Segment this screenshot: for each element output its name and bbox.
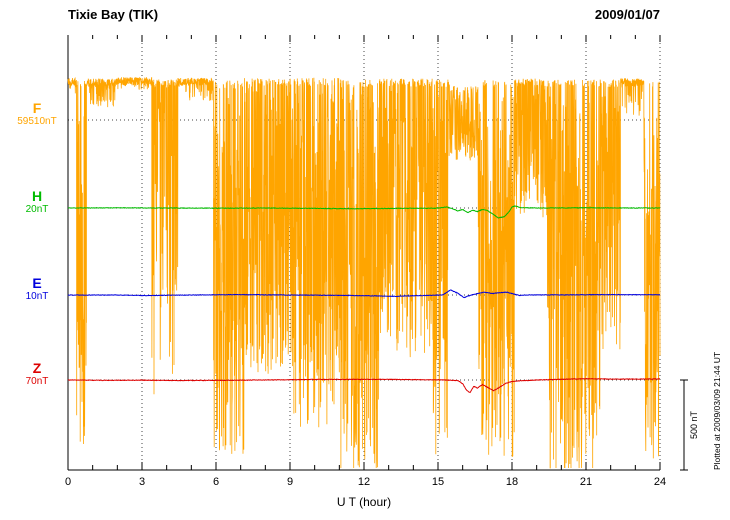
scale-bar-label: 500 nT <box>689 410 699 439</box>
x-tick-label: 18 <box>506 476 518 488</box>
x-axis-label: U T (hour) <box>336 495 392 509</box>
x-tick-label: 12 <box>358 476 370 488</box>
series-label-F: F 59510nT <box>6 100 68 128</box>
series-label-H: H 20nT <box>6 188 68 216</box>
series-letter: F <box>32 100 42 116</box>
series-label-Z: Z 70nT <box>6 360 68 388</box>
x-tick-label: 15 <box>432 476 444 488</box>
series-letter: Z <box>32 360 42 376</box>
x-tick-label: 24 <box>654 476 666 488</box>
series-letter: E <box>32 275 42 291</box>
series-label-E: E 10nT <box>6 275 68 303</box>
series-letter: H <box>31 188 43 204</box>
series-baseline-value: 10nT <box>25 291 49 303</box>
station-title: Tixie Bay (TIK) <box>68 7 159 22</box>
trace-Z <box>67 377 661 394</box>
trace-F <box>67 76 661 469</box>
date-label: 2009/01/07 <box>594 7 660 22</box>
x-tick-label: 21 <box>580 476 592 488</box>
x-tick-label: 9 <box>287 476 293 488</box>
plot-footnote: Plotted at 2009/03/09 21:44 UT <box>712 351 722 470</box>
trace-H <box>68 205 661 219</box>
x-tick-label: 3 <box>139 476 145 488</box>
x-tick-label: 6 <box>213 476 219 488</box>
x-tick-label: 0 <box>65 476 71 488</box>
series-baseline-value: 20nT <box>25 204 49 216</box>
series-baseline-value: 70nT <box>25 376 49 388</box>
series-baseline-value: 59510nT <box>17 116 57 128</box>
trace-E <box>67 289 661 299</box>
